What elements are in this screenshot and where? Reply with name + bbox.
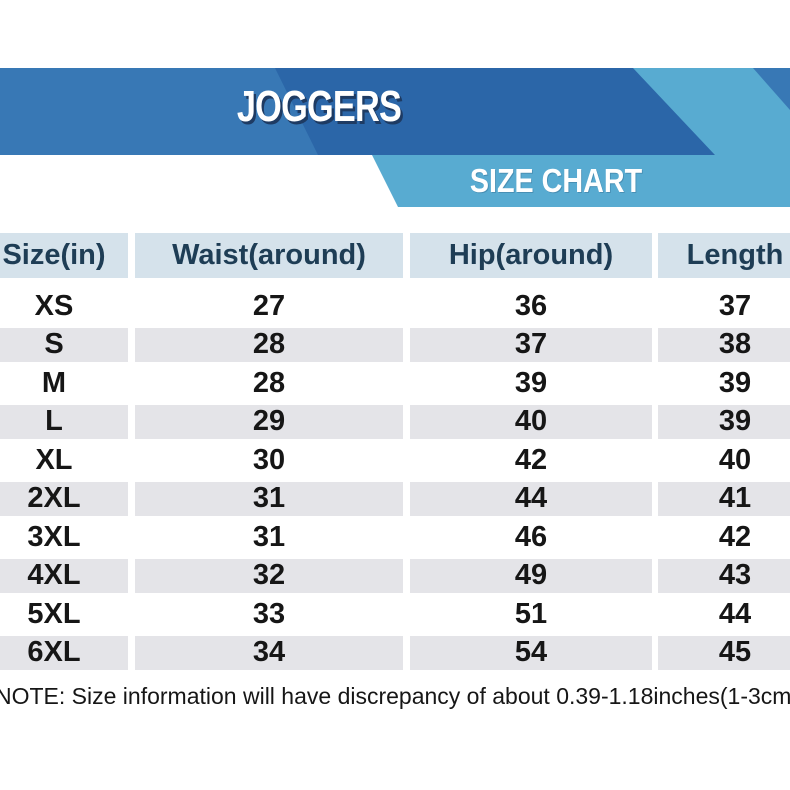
size-value: 6XL (0, 635, 128, 670)
length-value: 39 (718, 366, 752, 399)
size-value: M (41, 366, 67, 399)
size-value: L (0, 404, 128, 439)
table-row: XS 27 36 37 (0, 287, 790, 326)
waist-value: 31 (135, 481, 403, 516)
hip-value: 37 (410, 327, 652, 362)
hip-value: 39 (514, 366, 548, 399)
hip-value: 46 (514, 520, 548, 553)
header-length: Length (658, 233, 790, 278)
waist-value: 33 (252, 597, 286, 630)
table-row: L 29 40 39 (0, 403, 790, 442)
length-value: 40 (718, 443, 752, 476)
hip-value: 40 (410, 404, 652, 439)
length-value: 39 (658, 404, 790, 439)
waist-value: 34 (135, 635, 403, 670)
size-value: 4XL (0, 558, 128, 593)
size-value: 2XL (0, 481, 128, 516)
size-value: S (0, 327, 128, 362)
waist-value: 27 (252, 289, 286, 322)
hip-value: 51 (514, 597, 548, 630)
header-size: Size(in) (0, 233, 128, 278)
waist-value: 30 (252, 443, 286, 476)
waist-value: 28 (135, 327, 403, 362)
hip-value: 36 (514, 289, 548, 322)
table-row: XL 30 42 40 (0, 441, 790, 480)
header-hip: Hip(around) (410, 233, 652, 278)
hip-value: 49 (410, 558, 652, 593)
table-row: 2XL 31 44 41 (0, 480, 790, 519)
size-chart-ribbon (372, 155, 790, 207)
length-value: 41 (658, 481, 790, 516)
table-row: 5XL 33 51 44 (0, 595, 790, 634)
hip-value: 44 (410, 481, 652, 516)
length-value: 44 (718, 597, 752, 630)
length-value: 45 (658, 635, 790, 670)
length-value: 37 (718, 289, 752, 322)
waist-value: 29 (135, 404, 403, 439)
waist-value: 32 (135, 558, 403, 593)
length-value: 43 (658, 558, 790, 593)
hip-value: 42 (514, 443, 548, 476)
table-row: 3XL 31 46 42 (0, 518, 790, 557)
size-value: 5XL (27, 597, 81, 630)
size-chart-label: SIZE CHART (469, 162, 643, 199)
length-value: 38 (658, 327, 790, 362)
table-row: 4XL 32 49 43 (0, 557, 790, 596)
size-disclaimer-note: NOTE: Size information will have discrep… (0, 683, 790, 709)
table-row: S 28 37 38 (0, 326, 790, 365)
table-row: 6XL 34 54 45 (0, 634, 790, 673)
hip-value: 54 (410, 635, 652, 670)
product-title: JOGGERS (236, 82, 402, 131)
header-waist: Waist(around) (135, 233, 403, 278)
size-value: XS (34, 289, 74, 322)
table-row: M 28 39 39 (0, 364, 790, 403)
size-value: 3XL (27, 520, 81, 553)
waist-value: 28 (252, 366, 286, 399)
waist-value: 31 (252, 520, 286, 553)
banner-dark-parallelogram (275, 68, 715, 155)
length-value: 42 (718, 520, 752, 553)
size-value: XL (35, 443, 73, 476)
